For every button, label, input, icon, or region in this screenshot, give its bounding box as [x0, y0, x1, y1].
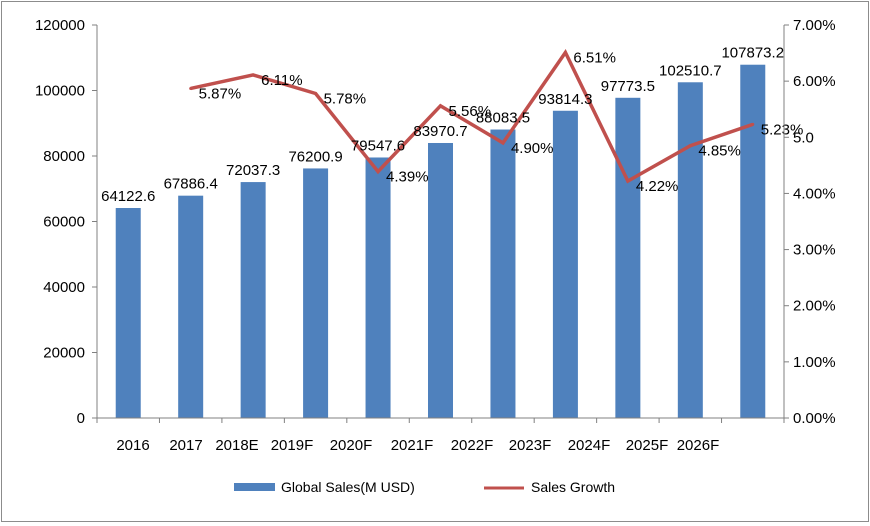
bar-2021F	[428, 142, 453, 418]
bar-2024F	[615, 97, 641, 419]
x-tick-label-2020F: 2020F	[330, 437, 373, 454]
growth-point-2020F	[376, 170, 380, 174]
left-tick-label: 80000	[43, 148, 85, 165]
growth-label-2024F: 4.22%	[636, 178, 679, 195]
x-tick-label-2024F: 2024F	[568, 437, 611, 454]
growth-point-2024F	[626, 179, 630, 183]
bar-2016	[115, 207, 141, 418]
right-tick-label: 3.00%	[793, 242, 836, 259]
bar-label-2021F: 83970.7	[413, 123, 467, 140]
growth-label-2025F: 4.85%	[698, 143, 741, 160]
growth-label-2019F: 5.78%	[324, 90, 367, 107]
growth-label-2020F: 4.39%	[386, 169, 429, 186]
left-tick-label: 60000	[43, 214, 85, 231]
legend-swatch-bars	[234, 483, 275, 491]
left-tick-label: 40000	[43, 279, 85, 296]
axes: 0 20000 40000 60000 80000 100000 120000 0.00% 1.…	[35, 17, 836, 454]
growth-point-2026F	[751, 122, 755, 126]
growth-point-2025F	[688, 144, 692, 148]
growth-label-2022F: 4.90%	[511, 140, 554, 157]
growth-point-2017	[189, 86, 193, 90]
left-tick-label: 100000	[35, 83, 85, 100]
left-tick-label: 0	[77, 410, 85, 427]
x-tick-label-2025F: 2025F	[626, 437, 669, 454]
growth-point-2018E	[251, 73, 255, 77]
growth-point-2019F	[314, 91, 318, 95]
sales-growth-line	[190, 49, 754, 184]
x-tick-label-2016: 2016	[116, 437, 149, 454]
bar-label-2026F: 107873.2	[721, 45, 784, 62]
bar-2018E	[240, 182, 266, 418]
right-tick-label: 1.00%	[793, 354, 836, 371]
bar-2025F	[677, 82, 703, 418]
growth-label-2026F: 5.23%	[761, 121, 804, 138]
bar-2022F	[490, 129, 516, 418]
bar-label-2016: 64122.6	[101, 188, 155, 205]
growth-label-2023F: 6.51%	[573, 50, 616, 67]
x-tick-label-2019F: 2019F	[271, 437, 314, 454]
growth-label-2021F: 5.56%	[449, 103, 492, 120]
bar-2026F	[740, 64, 766, 418]
bar-2017	[178, 195, 204, 418]
left-tick-label: 120000	[35, 17, 85, 34]
bar-label-2020F: 79547.6	[351, 137, 405, 154]
growth-point-2023F	[563, 51, 567, 55]
bar-2019F	[303, 168, 329, 418]
bar-label-2017: 67886.4	[164, 176, 218, 193]
right-tick-label: 2.00%	[793, 298, 836, 315]
bar-2020F	[365, 157, 391, 418]
line-series	[189, 49, 755, 184]
legend-label-line: Sales Growth	[531, 479, 615, 495]
bar-label-2022F: 88083.5	[476, 110, 530, 127]
bar-label-2023F: 93814.3	[538, 91, 592, 108]
bar-label-2025F: 102510.7	[659, 62, 722, 79]
x-tick-label-2026F: 2026F	[677, 437, 720, 454]
right-tick-label: 4.00%	[793, 185, 836, 202]
x-tick-label-2021F: 2021F	[391, 437, 434, 454]
line-data-labels: 5.87% 6.11% 5.78% 4.39% 5.56% 4.90% 6.51% 4.22%…	[199, 50, 804, 196]
growth-point-2022F	[501, 141, 505, 145]
bar-label-2019F: 76200.9	[288, 148, 342, 165]
legend: Global Sales(M USD) Sales Growth	[234, 479, 615, 495]
bar-label-2018E: 72037.3	[226, 162, 280, 179]
right-tick-label: 7.00%	[793, 17, 836, 34]
growth-point-2021F	[439, 104, 442, 108]
bar-data-labels: 64122.6 67886.4 72037.3 76200.9 79547.6 83970…	[101, 45, 784, 205]
right-tick-label: 6.00%	[793, 73, 836, 90]
x-tick-label-2017: 2017	[169, 437, 202, 454]
bar-2023F	[552, 110, 578, 418]
left-tick-label: 20000	[43, 345, 85, 362]
growth-label-2017: 5.87%	[199, 85, 242, 102]
bar-label-2024F: 97773.5	[601, 78, 655, 95]
growth-label-2018E: 6.11%	[261, 72, 302, 89]
x-tick-label-2022F: 2022F	[451, 437, 494, 454]
x-tick-label-2018E: 2018E	[215, 437, 258, 454]
right-tick-label: 5.0	[793, 129, 814, 146]
right-tick-label: 0.00%	[793, 410, 836, 427]
x-tick-label-2023F: 2023F	[509, 437, 552, 454]
bar-series	[115, 64, 766, 419]
legend-label-bars: Global Sales(M USD)	[281, 479, 415, 495]
